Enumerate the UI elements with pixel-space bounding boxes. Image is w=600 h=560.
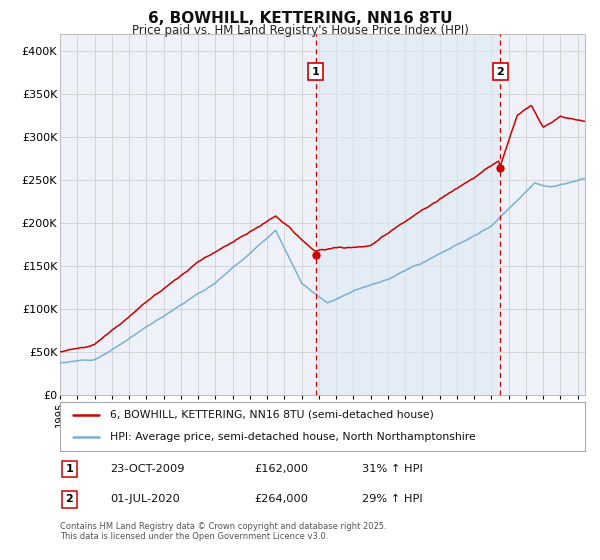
Text: HPI: Average price, semi-detached house, North Northamptonshire: HPI: Average price, semi-detached house,… [110, 432, 476, 442]
Text: 6, BOWHILL, KETTERING, NN16 8TU: 6, BOWHILL, KETTERING, NN16 8TU [148, 11, 452, 26]
Text: 1: 1 [65, 464, 73, 474]
Text: 2: 2 [496, 67, 504, 77]
Bar [316, 34, 500, 395]
Text: 2: 2 [65, 494, 73, 505]
Text: 29% ↑ HPI: 29% ↑ HPI [362, 494, 422, 505]
Text: 01-JUL-2020: 01-JUL-2020 [110, 494, 180, 505]
Text: 23-OCT-2009: 23-OCT-2009 [110, 464, 184, 474]
Text: Contains HM Land Registry data © Crown copyright and database right 2025.
This d: Contains HM Land Registry data © Crown c… [60, 522, 386, 542]
Text: 6, BOWHILL, KETTERING, NN16 8TU (semi-detached house): 6, BOWHILL, KETTERING, NN16 8TU (semi-de… [110, 410, 434, 420]
Text: Price paid vs. HM Land Registry's House Price Index (HPI): Price paid vs. HM Land Registry's House … [131, 24, 469, 36]
Text: £162,000: £162,000 [254, 464, 308, 474]
Text: 1: 1 [312, 67, 319, 77]
Text: £264,000: £264,000 [254, 494, 308, 505]
Text: 31% ↑ HPI: 31% ↑ HPI [362, 464, 423, 474]
